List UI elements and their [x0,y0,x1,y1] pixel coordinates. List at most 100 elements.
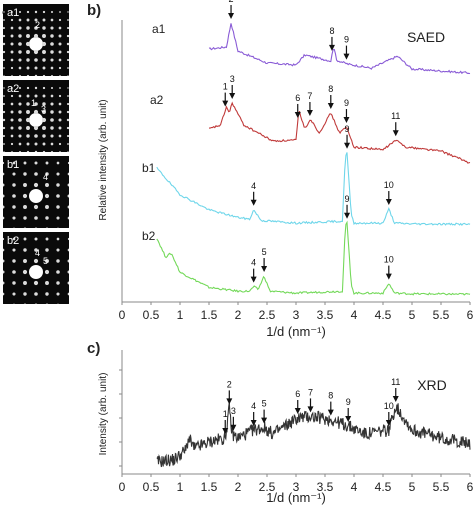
peak-label: 5 [262,399,267,409]
diffraction-spot [67,87,69,89]
diffraction-spot [10,58,14,62]
diffraction-spot [50,118,54,122]
diffraction-spot [22,269,28,275]
diffraction-spot [67,281,69,285]
peak-arrowhead [226,398,233,405]
diffraction-spot [50,26,54,30]
diffraction-spot [66,50,69,54]
xrd-y-label: Intensity (arb. unit) [98,373,109,456]
xrd-y-ticks [119,369,122,467]
diffraction-spot [23,259,27,263]
diffraction-spot [42,126,46,130]
peak-label: 4 [251,401,256,411]
peak-arrowhead [345,416,352,422]
diffraction-spot [26,26,30,30]
peak-label: 9 [344,98,349,108]
peak-arrowhead [250,199,257,206]
diffraction-spot [23,205,27,209]
peak-label: 5 [262,247,267,257]
panel-b-label: b) [87,2,102,19]
diffraction-spot [12,248,16,252]
diffraction-spot [34,10,38,14]
x-tick-label: 0 [119,480,126,494]
diffraction-spot [33,33,39,39]
diffraction-spot [45,259,49,263]
diffraction-spot [42,26,46,30]
diffraction-spot [58,58,62,62]
diffraction-spot [23,161,27,165]
diffraction-spot [26,102,30,106]
diffraction-spot [34,150,38,152]
diffraction-spot [12,216,16,220]
diffraction-spot [18,66,22,70]
diffraction-spot [34,248,38,252]
diffraction-spot [42,18,46,22]
diffraction-spot [12,172,16,176]
diffraction-spot [23,172,27,176]
diffraction-spot [45,183,49,187]
x-tick-label: 4 [351,480,358,494]
peak-label: 1 [223,82,228,92]
diffraction-spot [3,259,5,263]
diffraction-spot [34,58,38,62]
diffraction-spot [58,26,62,30]
diffraction-spot [45,237,49,241]
diffraction-spot [58,142,62,146]
x-tick-label: 6 [467,480,474,494]
spot-label-4: 4 [43,172,49,182]
diffraction-spot [67,194,69,198]
peak-arrowhead [306,110,313,116]
diffraction-spot [58,94,62,98]
diffraction-spot [50,102,54,106]
diffraction-spot [26,58,30,62]
peak-label: 9 [344,35,349,45]
peak-label: 9 [345,194,350,204]
diffraction-spot [10,66,14,70]
peak-arrowhead [392,130,399,137]
diffraction-spot [42,58,46,62]
diffraction-spot [26,110,30,114]
peak-arrowhead [294,408,301,414]
series-b1-line [156,152,471,226]
diffraction-spot [45,216,49,220]
diffraction-spot [18,102,22,106]
diffraction-spot [67,237,69,241]
diffraction-spot [67,183,69,187]
diffraction-spot [26,142,30,146]
diffraction-spot [3,151,5,152]
x-tick-label: 0 [119,308,126,322]
diffraction-spot [50,134,54,138]
diffraction-spot [23,248,27,252]
diffraction-spot [18,86,22,90]
x-tick-label: 5 [409,480,416,494]
peak-label: 6 [295,389,300,399]
diffraction-spot [3,237,5,241]
diffraction-spot [3,11,5,13]
diffraction-spot [26,150,30,152]
peak-arrowhead [250,420,257,426]
xrd-x-ticks: 0 0.5 1 1.5 2 2.5 3 3.5 4 4.5 5 5.5 6 [119,474,474,494]
peak-label: 8 [329,26,334,36]
diffraction-spot [33,49,39,55]
diffraction-spot [11,151,13,152]
spot-label-2: 2 [35,20,41,30]
peak-label: 4 [251,181,256,191]
diffraction-spot [23,183,27,187]
peak-arrowhead [343,117,350,123]
series-a2-line [209,101,471,164]
diffraction-spot [10,110,14,114]
diffraction-spot [12,161,16,165]
diffraction-spot [42,74,46,76]
diffraction-image-a2: a2 1 3 [3,80,69,152]
central-spot [29,189,43,203]
series-label-b1: b1 [142,161,156,175]
diffraction-spot [34,172,38,176]
diffraction-spot [45,281,49,285]
peak-label: 1 [223,409,228,419]
diffraction-spot [23,216,27,220]
peak-label: 4 [251,258,256,268]
diffraction-spot [12,237,16,241]
x-tick-label: 2.5 [259,480,276,494]
diffraction-spot [42,110,46,114]
